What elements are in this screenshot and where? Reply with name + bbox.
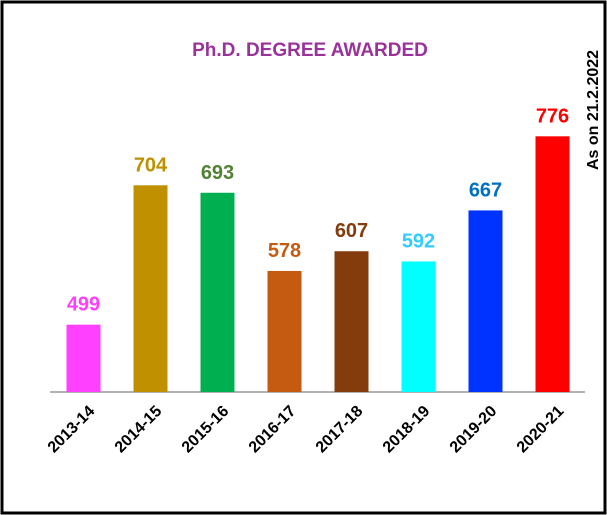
data-label: 607 (335, 220, 368, 242)
bar (334, 251, 369, 392)
chart-title: Ph.D. DEGREE AWARDED (192, 40, 428, 61)
bar (535, 136, 570, 392)
data-label: 704 (134, 154, 168, 176)
data-label: 592 (402, 230, 435, 252)
bar (200, 192, 235, 392)
bar (468, 210, 503, 392)
data-label: 693 (201, 162, 234, 184)
bar (66, 324, 101, 392)
annotation: As on 21.2.2022 (585, 50, 602, 170)
data-label: 499 (67, 294, 100, 316)
bar (267, 270, 302, 392)
bar (133, 185, 168, 392)
data-label: 667 (469, 179, 502, 201)
data-label: 776 (536, 105, 569, 127)
bar (401, 261, 436, 392)
data-label: 578 (268, 240, 301, 262)
